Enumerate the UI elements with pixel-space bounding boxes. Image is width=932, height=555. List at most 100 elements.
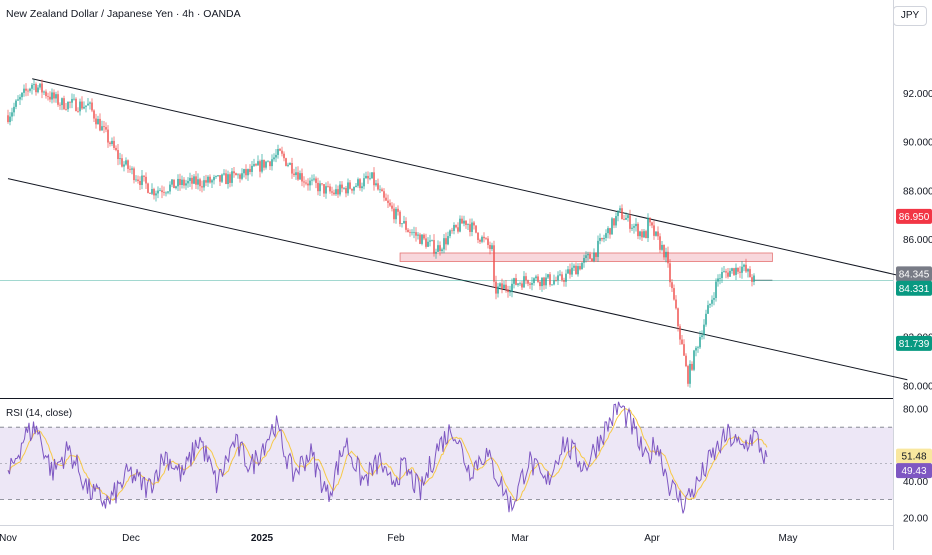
candle-body [411, 232, 413, 234]
candle-body [389, 202, 391, 206]
candle-body [473, 222, 475, 226]
candle-body [501, 283, 503, 289]
candle-body [45, 91, 47, 97]
time-axis-tick-label: Apr [644, 533, 660, 544]
candle-body [187, 180, 189, 184]
candle-body [365, 175, 367, 179]
candle-body [293, 173, 295, 176]
candle-body [433, 240, 435, 254]
candle-body [257, 161, 259, 166]
candle-body [295, 172, 297, 176]
candle-body [423, 234, 425, 239]
candle-body [565, 273, 567, 282]
candle-body [275, 154, 277, 158]
candle-body [405, 221, 407, 230]
candle-body [429, 240, 431, 242]
candle-body [373, 172, 375, 186]
candle-body [413, 232, 415, 233]
candle-body [507, 289, 509, 293]
candle-body [479, 239, 481, 242]
candle-body [345, 188, 347, 194]
candle-body [383, 191, 385, 198]
candle-body [93, 110, 95, 119]
candle-body [431, 240, 433, 241]
candle-body [329, 186, 331, 192]
candle-body [351, 188, 353, 191]
candle-body [269, 161, 271, 167]
candle-body [515, 278, 517, 285]
candle-body [99, 118, 101, 131]
candle-body [119, 158, 121, 160]
candle-body [191, 177, 193, 184]
candle-body [487, 238, 489, 245]
candle-body [19, 97, 21, 100]
rsi-axis-tick-label: 20.00 [903, 513, 928, 524]
candle-body [41, 83, 43, 93]
candle-body [161, 190, 163, 193]
candle-body [371, 172, 373, 179]
candle-body [255, 164, 257, 166]
candle-body [247, 169, 249, 176]
price-axis-tick-label: 88.000 [903, 186, 932, 197]
candle-body [61, 98, 63, 106]
candle-body [283, 153, 285, 159]
candle-body [277, 149, 279, 155]
time-axis-tick-label: 2025 [251, 533, 274, 544]
rsi-title: RSI (14, close) [6, 408, 73, 419]
candle-body [459, 218, 461, 232]
candle-body [151, 188, 153, 194]
candle-body [209, 176, 211, 183]
channel-lower-line[interactable] [7, 178, 908, 381]
candle-body [503, 284, 505, 289]
candle-body [611, 218, 613, 235]
prior-price-label-bg [896, 266, 932, 282]
candle-body [85, 105, 87, 107]
candle-body [141, 175, 143, 185]
candle-body [493, 245, 495, 282]
channel-upper-line[interactable] [32, 78, 908, 278]
candle-body [173, 179, 175, 189]
candle-body [299, 173, 301, 180]
candle-body [137, 179, 139, 181]
candle-body [139, 180, 141, 185]
currency-button[interactable]: JPY [893, 6, 927, 26]
candle-body [271, 159, 273, 167]
candle-body [285, 158, 287, 166]
candle-body [237, 174, 239, 176]
candle-body [451, 230, 453, 232]
rsi-ma-value-label-bg [896, 448, 932, 464]
candle-body [53, 92, 55, 99]
candle-body [69, 101, 71, 103]
candle-body [673, 288, 675, 300]
candle-body [89, 102, 91, 104]
candle-body [353, 186, 355, 191]
candle-body [55, 94, 57, 99]
candle-body [497, 286, 499, 294]
rsi-value-label: 49.43 [901, 466, 926, 477]
candle-body [175, 186, 177, 189]
candle-body [221, 174, 223, 182]
candle-body [669, 263, 671, 283]
candle-body [639, 231, 641, 237]
candle-body [117, 150, 119, 160]
candle-body [363, 178, 365, 187]
candle-body [21, 92, 23, 98]
candle-body [263, 159, 265, 168]
candle-body [441, 249, 443, 252]
candle-body [113, 140, 115, 148]
candle-body [67, 101, 69, 110]
candle-body [145, 176, 147, 184]
candle-body [593, 252, 595, 262]
candle-body [435, 251, 437, 254]
candle-body [627, 215, 629, 218]
candle-body [551, 284, 553, 286]
candle-body [735, 267, 737, 275]
candle-body [467, 224, 469, 225]
candle-body [683, 344, 685, 356]
candle-body [367, 175, 369, 179]
candle-body [425, 238, 427, 247]
candle-body [81, 101, 83, 109]
candle-body [655, 231, 657, 236]
candle-body [339, 184, 341, 195]
